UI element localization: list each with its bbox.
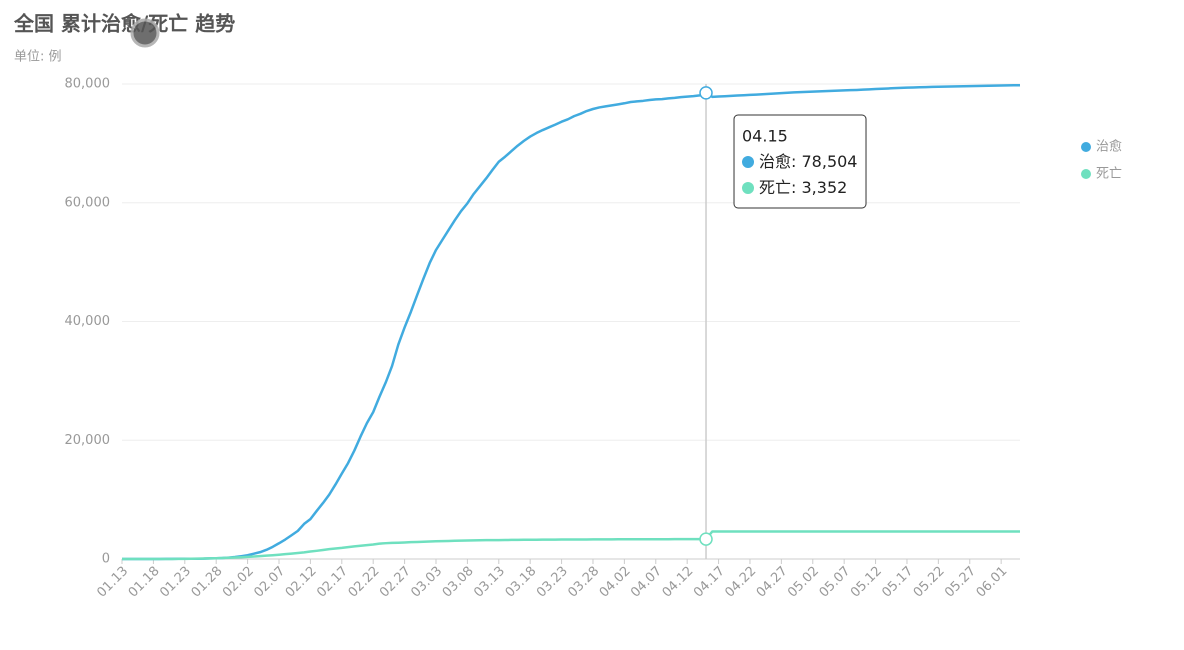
legend-label: 死亡 xyxy=(1096,167,1122,182)
x-tick-label: 05.02 xyxy=(785,564,822,601)
tooltip-name: 死亡 xyxy=(759,178,791,197)
x-tick-label: 03.23 xyxy=(534,564,571,601)
y-tick-label: 60,000 xyxy=(65,195,111,210)
x-tick-label: 02.17 xyxy=(314,564,351,601)
x-tick-label: 03.18 xyxy=(503,564,540,601)
series-line xyxy=(122,530,1020,561)
y-tick-label: 20,000 xyxy=(65,433,111,448)
tooltip-sep: : xyxy=(791,178,801,197)
x-tick-label: 01.18 xyxy=(126,564,163,601)
x-tick-label: 04.12 xyxy=(660,564,697,601)
x-tick-label: 01.28 xyxy=(189,564,226,601)
x-tick-label: 02.02 xyxy=(220,564,257,601)
chart-subtitle: 单位: 例 xyxy=(14,50,62,65)
x-tick-label: 05.22 xyxy=(911,564,948,601)
plot xyxy=(122,83,1021,561)
x-tick-label: 02.07 xyxy=(251,564,288,601)
x-tick-label: 02.12 xyxy=(283,564,320,601)
x-tick-label: 03.28 xyxy=(565,564,602,601)
x-tick-label: 04.17 xyxy=(691,564,728,601)
x-tick-label: 05.12 xyxy=(848,564,885,601)
x-tick-label: 01.13 xyxy=(94,564,131,601)
series-line xyxy=(122,83,1021,561)
tooltip-title: 04.15 xyxy=(742,127,788,146)
x-tick-label: 02.22 xyxy=(346,564,383,601)
x-tick-label: 04.22 xyxy=(722,564,759,601)
loading-icon xyxy=(130,18,160,48)
y-tick-label: 0 xyxy=(102,552,110,567)
hover-point xyxy=(699,532,713,546)
tooltip-row: 治愈: 78,504 xyxy=(759,152,857,171)
y-tick-label: 40,000 xyxy=(65,314,111,329)
x-tick-label: 04.02 xyxy=(597,564,634,601)
tooltip-row: 死亡: 3,352 xyxy=(759,178,847,197)
x-tick-label: 05.17 xyxy=(879,564,916,601)
y-tick-label: 80,000 xyxy=(65,77,111,92)
hover-point xyxy=(699,86,713,100)
x-tick-label: 04.27 xyxy=(754,564,791,601)
x-tick-label: 04.07 xyxy=(628,564,665,601)
x-tick-label: 05.27 xyxy=(942,564,979,601)
chart-title: 全国 累计治愈/死亡 趋势 xyxy=(13,12,235,36)
x-tick-label: 05.07 xyxy=(817,564,854,601)
x-tick-label: 06.01 xyxy=(974,564,1011,601)
tooltip-value: 3,352 xyxy=(802,178,848,197)
tooltip-sep: : xyxy=(791,152,801,171)
tooltip-value: 78,504 xyxy=(802,152,858,171)
grid: 0 20,000 40,000 60,000 80,000 01.1301.1801.23… xyxy=(65,77,1020,601)
x-tick-label: 03.13 xyxy=(471,564,508,601)
tooltip-box xyxy=(733,114,867,209)
legend-label: 治愈 xyxy=(1096,140,1122,155)
tooltip-swatch xyxy=(742,156,755,168)
x-tick-label: 03.03 xyxy=(408,564,445,601)
x-tick-label: 03.08 xyxy=(440,564,477,601)
legend-swatch xyxy=(1081,169,1091,179)
x-tick-label: 01.23 xyxy=(157,564,194,601)
tooltip-name: 治愈 xyxy=(759,152,791,171)
x-tick-label: 02.27 xyxy=(377,564,414,601)
tooltip-swatch xyxy=(742,182,755,194)
legend-swatch xyxy=(1081,142,1091,152)
